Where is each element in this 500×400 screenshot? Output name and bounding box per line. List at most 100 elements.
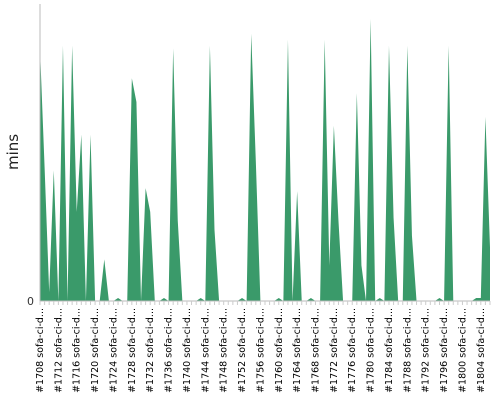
data-point: [75, 210, 78, 213]
data-point: [383, 300, 386, 303]
x-tick-label: #1720 sofa-ci-d...: [90, 308, 101, 393]
data-point: [489, 246, 492, 249]
data-point: [103, 258, 106, 261]
x-tick-label: #1772 sofa-ci-d...: [329, 308, 340, 393]
data-point: [429, 300, 432, 303]
data-point: [254, 160, 257, 163]
data-point: [456, 300, 459, 303]
data-point: [346, 300, 349, 303]
data-point: [415, 300, 418, 303]
data-point: [410, 234, 413, 237]
data-point: [231, 300, 234, 303]
data-point: [475, 297, 478, 300]
y-tick-label: 0: [27, 295, 34, 308]
data-points: [39, 17, 492, 302]
data-point: [452, 300, 455, 303]
data-point: [57, 300, 60, 303]
data-point: [167, 300, 170, 303]
x-tick-label: #1760 sofa-ci-d...: [274, 308, 285, 393]
x-tick-label: #1724 sofa-ci-d...: [108, 308, 119, 393]
x-tick-label: #1796 sofa-ci-d...: [439, 308, 450, 393]
data-point: [250, 32, 253, 35]
data-point: [466, 300, 469, 303]
data-point: [470, 300, 473, 303]
plot-area: [40, 18, 490, 301]
data-point: [112, 300, 115, 303]
data-point: [222, 300, 225, 303]
data-point: [218, 300, 221, 303]
data-point: [305, 300, 308, 303]
data-point: [323, 38, 326, 41]
data-point: [185, 300, 188, 303]
data-point: [397, 300, 400, 303]
x-tick-label: #1744 sofa-ci-d...: [200, 308, 211, 393]
data-point: [447, 44, 450, 47]
x-tick-label: #1752 sofa-ci-d...: [237, 308, 248, 393]
data-point: [479, 297, 482, 300]
x-tick-label: #1708 sofa-ci-d...: [35, 308, 46, 393]
x-tick-label: #1736 sofa-ci-d...: [164, 308, 175, 393]
data-point: [107, 300, 110, 303]
data-point: [387, 44, 390, 47]
x-tick-label: #1784 sofa-ci-d...: [384, 308, 395, 393]
data-point: [126, 300, 129, 303]
data-point: [309, 297, 312, 300]
data-point: [424, 300, 427, 303]
data-point: [484, 115, 487, 118]
data-point: [52, 169, 55, 172]
data-point: [277, 297, 280, 300]
data-point: [300, 300, 303, 303]
data-point: [365, 300, 368, 303]
data-point: [401, 300, 404, 303]
x-tick-label: #1748 sofa-ci-d...: [219, 308, 230, 393]
data-point: [241, 297, 244, 300]
data-point: [319, 300, 322, 303]
x-tick-group: #1708 sofa-ci-d... #1712 sofa-ci-d... #171…: [35, 301, 491, 393]
data-point: [268, 300, 271, 303]
data-point: [149, 210, 152, 213]
data-point: [130, 77, 133, 80]
data-point: [48, 291, 51, 294]
data-point: [374, 300, 377, 303]
data-point: [264, 300, 267, 303]
data-point: [135, 101, 138, 104]
x-tick-label: #1792 sofa-ci-d...: [421, 308, 432, 393]
data-point: [369, 17, 372, 20]
x-tick-label: #1768 sofa-ci-d...: [311, 308, 322, 393]
data-point: [245, 300, 248, 303]
data-point: [181, 300, 184, 303]
x-tick-label: #1764 sofa-ci-d...: [292, 308, 303, 393]
data-point: [433, 300, 436, 303]
data-point: [121, 300, 124, 303]
data-point: [94, 300, 97, 303]
data-point: [392, 216, 395, 219]
series-area: [40, 18, 490, 301]
data-point: [66, 300, 69, 303]
data-point: [39, 47, 42, 50]
data-point: [296, 190, 299, 193]
data-point: [461, 300, 464, 303]
x-tick-label: #1716 sofa-ci-d...: [72, 308, 83, 393]
data-point: [208, 44, 211, 47]
x-tick-label: #1788 sofa-ci-d...: [402, 308, 413, 393]
data-point: [360, 264, 363, 267]
x-tick-label: #1728 sofa-ci-d...: [127, 308, 138, 393]
data-point: [144, 187, 147, 190]
data-point: [153, 300, 156, 303]
data-point: [282, 300, 285, 303]
data-point: [158, 300, 161, 303]
data-point: [406, 44, 409, 47]
data-point: [337, 219, 340, 222]
data-point: [199, 297, 202, 300]
data-point: [314, 300, 317, 303]
data-point: [420, 300, 423, 303]
data-point: [172, 47, 175, 50]
data-point: [43, 166, 46, 169]
x-tick-label: #1776 sofa-ci-d...: [347, 308, 358, 393]
data-point: [71, 44, 74, 47]
data-point: [84, 300, 87, 303]
data-point: [342, 300, 345, 303]
data-point: [291, 300, 294, 303]
data-point: [80, 133, 83, 136]
data-point: [332, 124, 335, 127]
